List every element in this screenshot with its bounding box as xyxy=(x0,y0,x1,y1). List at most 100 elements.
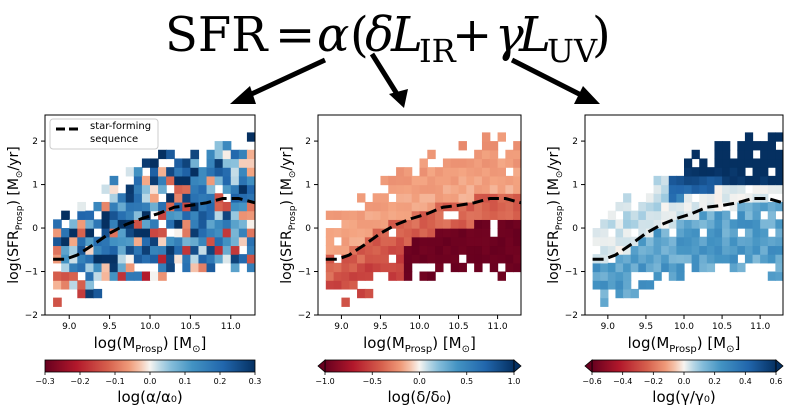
heatmap-cell xyxy=(505,245,514,255)
heatmap-cell xyxy=(230,236,240,247)
heatmap-cell xyxy=(101,254,111,264)
heatmap-cell xyxy=(141,175,151,186)
colorbar-extend-low xyxy=(317,359,326,373)
heatmap-cell xyxy=(388,262,397,273)
heatmap-cell xyxy=(661,175,670,186)
heatmap-cell xyxy=(767,141,776,151)
heatmap-cell xyxy=(93,245,103,255)
heatmap-cell xyxy=(190,228,200,238)
heatmap-cell xyxy=(246,193,255,203)
heatmap-cell xyxy=(450,184,460,194)
heatmap-cell xyxy=(190,236,200,247)
heatmap-cell xyxy=(458,210,467,220)
heatmap-cell xyxy=(638,201,647,212)
heatmap-cell xyxy=(513,201,521,212)
heatmap-cell xyxy=(349,280,358,290)
heatmap-cell xyxy=(489,262,499,273)
heatmap-cell xyxy=(182,236,191,247)
heatmap-cell xyxy=(668,175,677,186)
heatmap-cell xyxy=(150,201,159,212)
heatmap-cell xyxy=(150,158,159,168)
heatmap-cell xyxy=(497,184,506,194)
heatmap-cell xyxy=(419,175,428,186)
heatmap-cell xyxy=(349,262,358,273)
heatmap-cell xyxy=(691,149,700,160)
heatmap-cell xyxy=(737,175,746,186)
heatmap-cell xyxy=(653,210,662,220)
heatmap-cell xyxy=(630,210,639,220)
sfs-curve xyxy=(53,197,255,261)
heatmap-cell xyxy=(53,245,62,255)
heatmap-cell xyxy=(93,271,103,281)
colorbar xyxy=(591,359,777,373)
heatmap-cell xyxy=(714,236,723,247)
heatmap-cell xyxy=(722,245,731,255)
heatmap-cell xyxy=(246,175,255,186)
heatmap-cell xyxy=(497,132,506,142)
y-tick-label: −2 xyxy=(298,311,311,321)
heatmap-cell xyxy=(767,184,776,194)
heatmap-cell xyxy=(737,149,746,160)
heatmap-cell xyxy=(442,158,452,168)
heatmap-cell xyxy=(411,254,421,264)
heatmap-cell xyxy=(222,167,232,177)
heatmap-cell xyxy=(246,201,255,212)
heatmap-cell xyxy=(419,245,428,255)
heatmap-cell xyxy=(396,245,405,255)
heatmap-cell xyxy=(238,167,248,177)
heatmap-cell xyxy=(714,141,723,151)
heatmap-cell xyxy=(141,254,151,264)
heatmap-cell xyxy=(760,184,769,194)
heatmap-cell xyxy=(93,262,103,273)
heatmap-cell xyxy=(222,210,232,220)
heatmap-cell xyxy=(623,262,632,273)
heatmap-cell xyxy=(489,210,499,220)
heatmap-cell xyxy=(101,184,111,194)
heatmap-cell xyxy=(661,193,670,203)
heatmap-cell xyxy=(125,271,135,281)
heatmap-cell xyxy=(645,219,655,229)
heatmap-cell xyxy=(238,201,248,212)
heatmap-cell xyxy=(481,219,491,229)
eq-l-ir: L xyxy=(390,7,423,63)
x-tick-label: 10.5 xyxy=(712,322,732,332)
heatmap-cell xyxy=(325,228,335,238)
heatmap-cell xyxy=(357,245,366,255)
heatmap-cell xyxy=(133,236,143,247)
arrow-gamma-head xyxy=(574,86,600,104)
heatmap-cell xyxy=(364,219,374,229)
heatmap-cell xyxy=(230,210,240,220)
eq-sub-uv: UV xyxy=(547,32,598,70)
heatmap-cell xyxy=(403,184,413,194)
heatmap-cell xyxy=(341,271,350,281)
heatmap-cell xyxy=(775,219,783,229)
heatmap-cell xyxy=(206,245,216,255)
heatmap-cell xyxy=(174,228,183,238)
heatmap-cell xyxy=(182,167,191,177)
heatmap-cell xyxy=(238,236,248,247)
heatmap-cell xyxy=(466,184,475,194)
heatmap-cell xyxy=(230,228,240,238)
heatmap-cell xyxy=(403,219,413,229)
heatmap-cell xyxy=(380,262,389,273)
heatmap-cell xyxy=(388,271,397,281)
heatmap-cell xyxy=(117,236,127,247)
heatmap-cell xyxy=(615,228,624,238)
heatmap-cell xyxy=(230,262,240,273)
heatmap-cell xyxy=(442,175,452,186)
heatmap-cell xyxy=(77,219,86,229)
heatmap-cell xyxy=(458,175,467,186)
heatmap-cell xyxy=(661,184,670,194)
heatmap-cell xyxy=(206,262,216,273)
heatmap-cell xyxy=(150,184,159,194)
heatmap-cell xyxy=(722,184,731,194)
heatmap-cell xyxy=(752,175,761,186)
heatmap-cell xyxy=(53,280,62,290)
heatmap-cell xyxy=(109,193,119,203)
heatmap-cell xyxy=(69,219,78,229)
heatmap-cell xyxy=(722,175,731,186)
heatmap-cell xyxy=(380,193,389,203)
heatmap-cell xyxy=(357,288,366,299)
heatmap-cell xyxy=(53,236,62,247)
heatmap-cell xyxy=(775,184,783,194)
